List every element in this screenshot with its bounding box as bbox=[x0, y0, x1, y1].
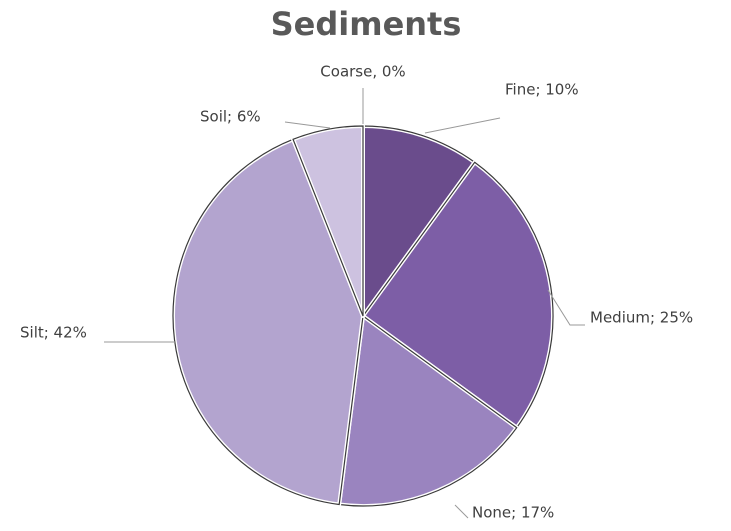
pie-slice-outline bbox=[362, 125, 476, 318]
leader-line bbox=[284, 121, 331, 129]
data-label: Fine; 10% bbox=[505, 81, 579, 99]
data-label: Coarse, 0% bbox=[320, 63, 405, 81]
data-label: Silt; 42% bbox=[20, 324, 87, 342]
pie-slice-outline bbox=[338, 314, 518, 507]
data-label: Soil; 6% bbox=[200, 108, 261, 126]
leader-line bbox=[424, 117, 501, 134]
leader-line bbox=[547, 289, 585, 326]
pie-slice-outline bbox=[362, 161, 554, 429]
chart-title: Sediments bbox=[271, 5, 462, 43]
leader-line bbox=[454, 504, 469, 519]
data-label: Medium; 25% bbox=[590, 309, 693, 327]
pie-slice-outline bbox=[172, 138, 364, 506]
pie-slice-outline bbox=[292, 125, 364, 317]
data-label: None; 17% bbox=[472, 504, 554, 522]
